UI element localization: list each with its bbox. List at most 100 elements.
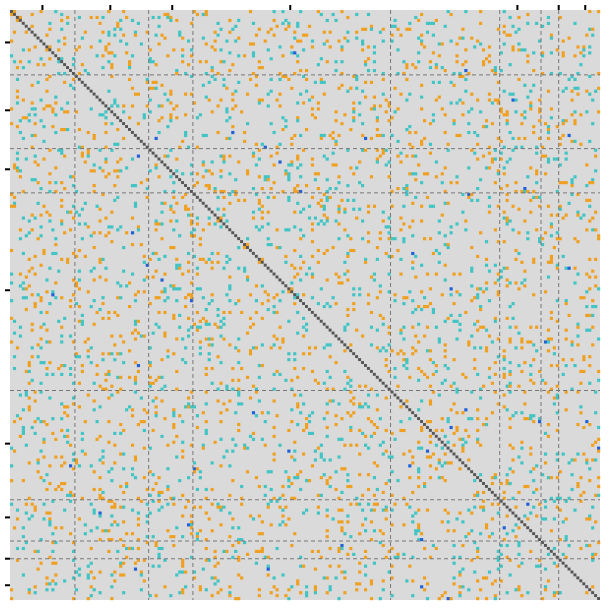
matrix-cell	[104, 116, 108, 120]
matrix-cell	[538, 204, 542, 208]
matrix-cell	[573, 21, 577, 25]
matrix-cell	[364, 80, 368, 84]
matrix-cell	[305, 328, 309, 332]
diagonal-cell	[101, 101, 105, 105]
matrix-cell	[346, 251, 350, 256]
matrix-cell	[561, 133, 565, 138]
matrix-cell	[496, 502, 500, 506]
diagonal-cell	[414, 414, 418, 418]
matrix-cell	[15, 89, 20, 93]
matrix-cell	[337, 210, 341, 214]
matrix-cell	[364, 27, 368, 31]
matrix-cell	[508, 281, 512, 285]
matrix-cell	[266, 299, 270, 303]
matrix-cell	[567, 461, 571, 465]
diagonal-cell	[449, 449, 453, 453]
matrix-cell	[425, 30, 430, 34]
matrix-cell	[263, 443, 267, 447]
matrix-cell	[325, 248, 329, 253]
matrix-cell	[305, 508, 309, 512]
matrix-cell	[378, 290, 382, 294]
matrix-cell	[505, 110, 509, 114]
matrix-cell	[470, 299, 474, 303]
matrix-cell	[184, 585, 188, 589]
matrix-cell	[428, 237, 433, 241]
matrix-cell	[184, 207, 188, 211]
matrix-cell	[178, 591, 182, 595]
matrix-cell	[151, 275, 155, 279]
matrix-cell	[585, 461, 589, 465]
diagonal-cell	[299, 299, 303, 303]
diagonal-cell	[549, 549, 553, 553]
matrix-cell	[63, 434, 67, 438]
matrix-cell	[325, 189, 329, 194]
matrix-cell	[390, 237, 394, 241]
matrix-cell	[396, 154, 400, 158]
matrix-cell	[107, 42, 111, 46]
matrix-cell	[307, 346, 312, 350]
matrix-cell	[508, 372, 512, 376]
matrix-cell	[355, 30, 359, 34]
matrix-cell	[113, 33, 117, 37]
matrix-cell	[251, 71, 256, 76]
matrix-cell	[163, 287, 167, 291]
matrix-cell	[414, 195, 418, 199]
matrix-cell	[210, 74, 214, 79]
matrix-cell	[570, 192, 574, 197]
matrix-cell	[408, 130, 412, 135]
matrix-cell	[30, 378, 34, 382]
matrix-cell	[446, 529, 450, 533]
matrix-cell	[458, 591, 462, 595]
matrix-cell	[222, 266, 226, 270]
matrix-cell	[487, 145, 492, 149]
matrix-cell	[299, 228, 303, 232]
matrix-cell	[166, 484, 170, 489]
matrix-cell	[496, 290, 500, 294]
matrix-cell	[107, 470, 111, 474]
matrix-cell	[210, 343, 214, 347]
matrix-cell	[296, 166, 300, 170]
diagonal-cell	[104, 104, 108, 108]
matrix-cell	[234, 302, 238, 306]
matrix-cell	[278, 325, 282, 329]
matrix-cell	[24, 369, 28, 374]
matrix-cell	[381, 148, 385, 152]
matrix-cell	[496, 136, 500, 140]
matrix-cell	[189, 325, 194, 329]
matrix-cell	[163, 254, 167, 258]
matrix-cell	[443, 113, 447, 117]
matrix-cell	[334, 487, 338, 492]
matrix-cell	[57, 269, 61, 273]
matrix-cell	[246, 169, 250, 173]
matrix-cell	[234, 597, 238, 601]
matrix-cell	[431, 80, 435, 84]
matrix-cell	[237, 36, 241, 40]
matrix-cell	[243, 198, 247, 202]
matrix-cell	[77, 71, 81, 76]
matrix-cell	[440, 594, 444, 598]
matrix-cell	[130, 473, 135, 477]
matrix-cell	[189, 532, 194, 536]
matrix-cell	[446, 520, 450, 524]
matrix-cell	[39, 361, 43, 365]
matrix-cell	[585, 305, 589, 309]
matrix-cell	[30, 24, 34, 28]
matrix-cell	[216, 591, 220, 595]
matrix-cell	[502, 216, 506, 220]
matrix-cell	[136, 369, 140, 374]
matrix-cell	[328, 564, 332, 568]
matrix-cell	[322, 251, 326, 256]
matrix-cell	[499, 69, 503, 73]
matrix-cell	[425, 172, 430, 176]
matrix-cell	[425, 582, 430, 586]
matrix-cell	[508, 63, 512, 67]
matrix-cell	[36, 417, 40, 421]
matrix-cell	[555, 428, 559, 433]
matrix-cell	[511, 204, 515, 208]
matrix-cell	[591, 305, 595, 309]
matrix-cell	[10, 281, 14, 285]
matrix-cell	[66, 257, 70, 261]
matrix-cell	[42, 502, 46, 506]
matrix-cell	[272, 343, 276, 347]
matrix-cell	[328, 458, 332, 462]
